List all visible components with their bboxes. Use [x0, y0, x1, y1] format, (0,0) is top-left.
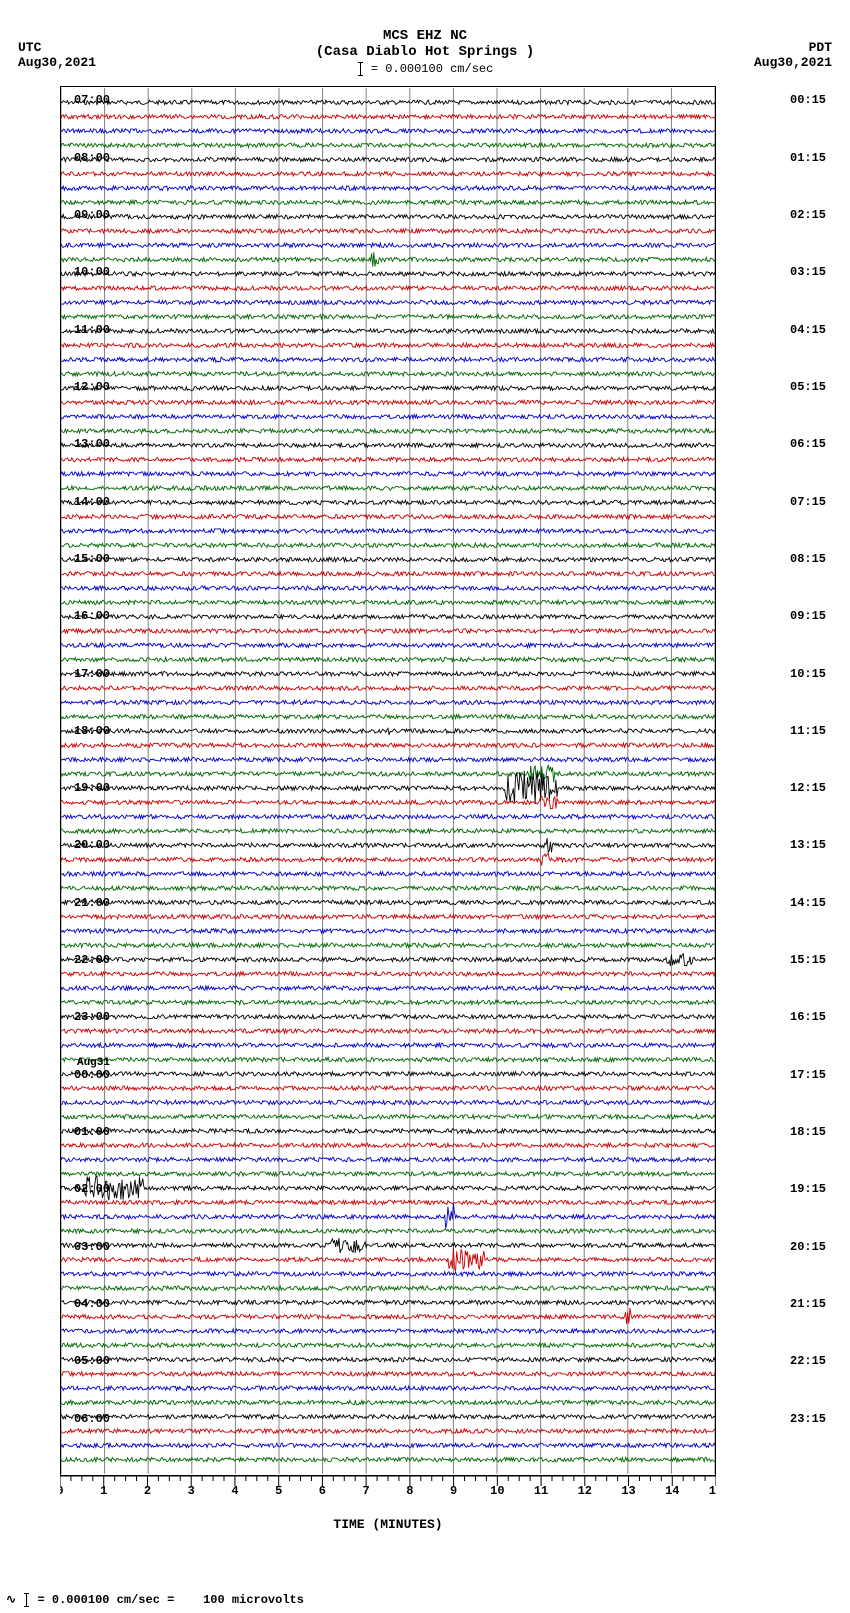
footer-scale: ∿ = 0.000100 cm/sec = 100 microvolts [6, 1592, 304, 1607]
tz-right: PDT Aug30,2021 [754, 40, 832, 70]
x-axis-ticks: 0123456789101112131415 [60, 1476, 716, 1494]
subtitle: (Casa Diablo Hot Springs ) [0, 44, 850, 60]
svg-text:3: 3 [188, 1484, 195, 1494]
svg-text:7: 7 [363, 1484, 370, 1494]
x-axis: 0123456789101112131415 TIME (MINUTES) [60, 1476, 716, 1526]
svg-text:2: 2 [144, 1484, 151, 1494]
scale-note-text: = 0.000100 cm/sec [371, 62, 493, 76]
left-time-label: 08:00 [58, 151, 110, 165]
right-time-label: 11:15 [790, 724, 842, 738]
svg-text:6: 6 [319, 1484, 326, 1494]
right-time-labels: 00:15 01:15 02:15 03:15 04:15 05:15 06:15 07:15… [790, 86, 842, 1476]
left-time-label: 11:00 [58, 323, 110, 337]
left-time-label: 00:00 [58, 1068, 110, 1082]
svg-text:9: 9 [450, 1484, 457, 1494]
right-time-label: 06:15 [790, 437, 842, 451]
scale-note: = 0.000100 cm/sec [0, 62, 850, 76]
svg-text:15: 15 [709, 1484, 716, 1494]
right-time-label: 12:15 [790, 781, 842, 795]
left-time-label: 10:00 [58, 265, 110, 279]
left-time-label: 20:00 [58, 838, 110, 852]
right-time-label: 21:15 [790, 1297, 842, 1311]
right-time-label: 07:15 [790, 495, 842, 509]
left-time-label: 23:00 [58, 1010, 110, 1024]
right-time-label: 22:15 [790, 1354, 842, 1368]
left-time-label: 09:00 [58, 208, 110, 222]
seismogram-plot [60, 86, 716, 1476]
left-time-label: 02:00 [58, 1182, 110, 1196]
svg-text:8: 8 [406, 1484, 413, 1494]
tz-left: UTC Aug30,2021 [18, 40, 96, 70]
tz-left-label: UTC [18, 40, 96, 55]
footer-wave-icon: ∿ [6, 1593, 16, 1607]
left-time-label: 04:00 [58, 1297, 110, 1311]
right-time-label: 17:15 [790, 1068, 842, 1082]
right-time-label: 15:15 [790, 953, 842, 967]
left-time-label: 22:00 [58, 953, 110, 967]
tz-right-label: PDT [754, 40, 832, 55]
right-time-label: 00:15 [790, 93, 842, 107]
left-time-label: 07:00 [58, 93, 110, 107]
right-time-label: 04:15 [790, 323, 842, 337]
right-time-label: 09:15 [790, 609, 842, 623]
right-time-label: 13:15 [790, 838, 842, 852]
svg-text:0: 0 [60, 1484, 64, 1494]
left-time-label: 21:00 [58, 896, 110, 910]
svg-text:10: 10 [490, 1484, 504, 1494]
footer-suffix: 100 microvolts [203, 1593, 304, 1607]
title: MCS EHZ NC [0, 28, 850, 44]
right-time-label: 03:15 [790, 265, 842, 279]
right-time-label: 23:15 [790, 1412, 842, 1426]
left-time-label: 01:00 [58, 1125, 110, 1139]
left-time-label: 16:00 [58, 609, 110, 623]
left-time-label: 14:00 [58, 495, 110, 509]
scale-bar-icon [26, 1593, 27, 1607]
left-time-label: 19:00 [58, 781, 110, 795]
svg-text:5: 5 [275, 1484, 282, 1494]
svg-text:12: 12 [578, 1484, 592, 1494]
right-time-label: 01:15 [790, 151, 842, 165]
left-time-label: 03:00 [58, 1240, 110, 1254]
right-time-label: 18:15 [790, 1125, 842, 1139]
right-time-label: 19:15 [790, 1182, 842, 1196]
left-time-label: 05:00 [58, 1354, 110, 1368]
left-time-label: 06:00 [58, 1412, 110, 1426]
left-time-label: 13:00 [58, 437, 110, 451]
svg-text:1: 1 [100, 1484, 107, 1494]
x-axis-label: TIME (MINUTES) [60, 1517, 716, 1532]
tz-right-date: Aug30,2021 [754, 55, 832, 70]
left-time-label: 18:00 [58, 724, 110, 738]
right-time-label: 05:15 [790, 380, 842, 394]
tz-left-date: Aug30,2021 [18, 55, 96, 70]
right-time-label: 20:15 [790, 1240, 842, 1254]
right-time-label: 14:15 [790, 896, 842, 910]
footer-prefix: = 0.000100 cm/sec = [37, 1593, 174, 1607]
left-time-label: 12:00 [58, 380, 110, 394]
svg-text:14: 14 [665, 1484, 679, 1494]
right-time-label: 16:15 [790, 1010, 842, 1024]
left-time-label: 15:00 [58, 552, 110, 566]
left-time-labels: 07:0008:0009:0010:0011:0012:0013:0014:00… [6, 86, 58, 1476]
svg-text:4: 4 [231, 1484, 238, 1494]
right-time-label: 08:15 [790, 552, 842, 566]
left-time-label: 17:00 [58, 667, 110, 681]
right-time-label: 02:15 [790, 208, 842, 222]
svg-text:13: 13 [621, 1484, 635, 1494]
right-time-label: 10:15 [790, 667, 842, 681]
svg-text:11: 11 [534, 1484, 548, 1494]
scale-bar-icon [360, 62, 361, 76]
